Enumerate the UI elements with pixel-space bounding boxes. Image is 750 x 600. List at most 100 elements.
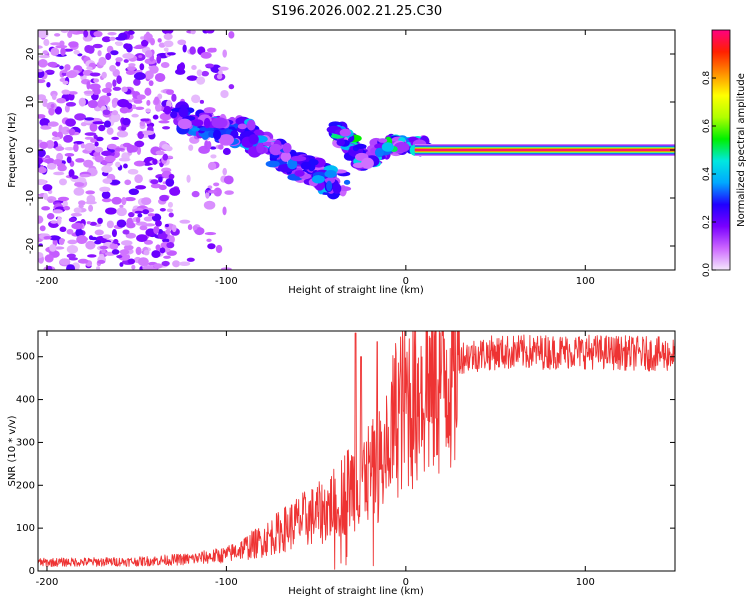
noise-blob: [50, 42, 62, 46]
noise-blob: [141, 39, 149, 47]
noise-blob: [191, 94, 201, 104]
noise-blob: [94, 141, 99, 147]
noise-blob: [112, 79, 117, 88]
noise-blob: [61, 72, 68, 77]
noise-blob: [158, 176, 163, 183]
descending-track-blob: [218, 134, 235, 146]
noise-blob: [205, 30, 215, 34]
noise-blob: [70, 212, 82, 217]
noise-blob: [75, 158, 85, 163]
noise-blob: [208, 190, 217, 194]
noise-blob: [207, 161, 217, 171]
noise-blob: [59, 258, 71, 266]
spectrogram-image: [38, 30, 675, 270]
noise-blob: [121, 86, 128, 93]
noise-blob: [48, 235, 61, 241]
noise-blob: [39, 225, 46, 232]
noise-blob: [134, 210, 143, 214]
noise-blob: [186, 174, 191, 183]
noise-blob: [73, 49, 80, 55]
noise-blob: [113, 147, 125, 152]
noise-blob: [101, 71, 107, 79]
noise-blob: [119, 262, 124, 267]
noise-blob: [163, 40, 174, 48]
spectrogram-x-axis: -200 -100 0 100: [36, 30, 595, 287]
descending-track-blob: [265, 160, 280, 168]
noise-blob: [115, 41, 123, 47]
noise-blob: [133, 99, 143, 104]
noise-blob: [163, 47, 169, 52]
noise-blob: [186, 257, 195, 262]
descending-track-blob: [256, 142, 264, 154]
noise-blob: [68, 93, 75, 101]
noise-blob: [62, 80, 69, 85]
noise-blob: [191, 65, 197, 70]
noise-blob: [200, 51, 212, 59]
noise-blob: [107, 31, 117, 36]
noise-blob: [67, 31, 73, 39]
x-tick-label: 0: [403, 577, 409, 588]
noise-blob: [46, 265, 53, 270]
noise-blob: [106, 220, 114, 229]
noise-blob: [43, 235, 52, 240]
noise-blob: [159, 208, 166, 212]
colorbar-tick-label: 0.8: [702, 71, 712, 86]
noise-blob: [89, 221, 97, 226]
noise-blob: [146, 99, 151, 106]
noise-blob: [59, 65, 64, 70]
noise-blob: [188, 144, 194, 151]
noise-blob: [162, 153, 169, 161]
descending-track-blob: [294, 170, 305, 177]
noise-blob: [101, 150, 112, 157]
noise-blob: [44, 158, 53, 164]
noise-blob: [64, 64, 71, 71]
noise-blob: [38, 139, 43, 143]
noise-blob: [228, 31, 235, 39]
noise-blob: [55, 146, 65, 151]
noise-blob: [145, 108, 152, 113]
descending-track-blob: [177, 118, 192, 130]
noise-blob: [159, 194, 169, 202]
noise-blob: [106, 92, 112, 97]
noise-blob: [116, 130, 129, 138]
noise-blob: [92, 121, 105, 125]
noise-blob: [161, 143, 170, 150]
descending-track-blob: [332, 183, 342, 194]
noise-blob: [127, 168, 139, 175]
noise-blob: [160, 61, 170, 69]
noise-blob: [152, 158, 158, 165]
noise-blob: [68, 257, 78, 261]
noise-blob: [162, 238, 170, 243]
noise-blob: [179, 62, 186, 71]
noise-blob: [85, 200, 97, 205]
noise-blob: [149, 37, 155, 46]
descending-track-blob: [343, 179, 351, 185]
noise-blob: [131, 104, 137, 110]
noise-blob: [149, 65, 159, 74]
noise-blob: [99, 245, 109, 250]
noise-blob: [64, 104, 70, 113]
noise-blob: [111, 229, 117, 238]
noise-blob: [109, 243, 119, 250]
noise-blob: [190, 30, 196, 35]
y-tick-label: 300: [16, 437, 35, 448]
noise-blob: [58, 178, 68, 186]
noise-blob: [179, 219, 191, 224]
noise-blob: [123, 163, 128, 169]
descending-track-blob: [198, 126, 215, 132]
noise-blob: [177, 39, 187, 46]
noise-blob: [74, 113, 86, 121]
colorbar-label: Normalized spectral amplitude: [736, 73, 747, 227]
noise-blob: [163, 105, 172, 115]
noise-blob: [51, 93, 57, 101]
noise-blob: [118, 157, 131, 162]
noise-blob: [150, 183, 162, 189]
descending-track-blob: [311, 174, 325, 184]
noise-blob: [142, 130, 155, 136]
y-tick-label: -10: [25, 190, 36, 206]
noise-blob: [125, 69, 136, 75]
noise-blob: [80, 143, 85, 149]
descending-track-blob: [269, 143, 283, 156]
noise-blob: [54, 106, 63, 115]
descending-track-blob: [248, 134, 259, 145]
